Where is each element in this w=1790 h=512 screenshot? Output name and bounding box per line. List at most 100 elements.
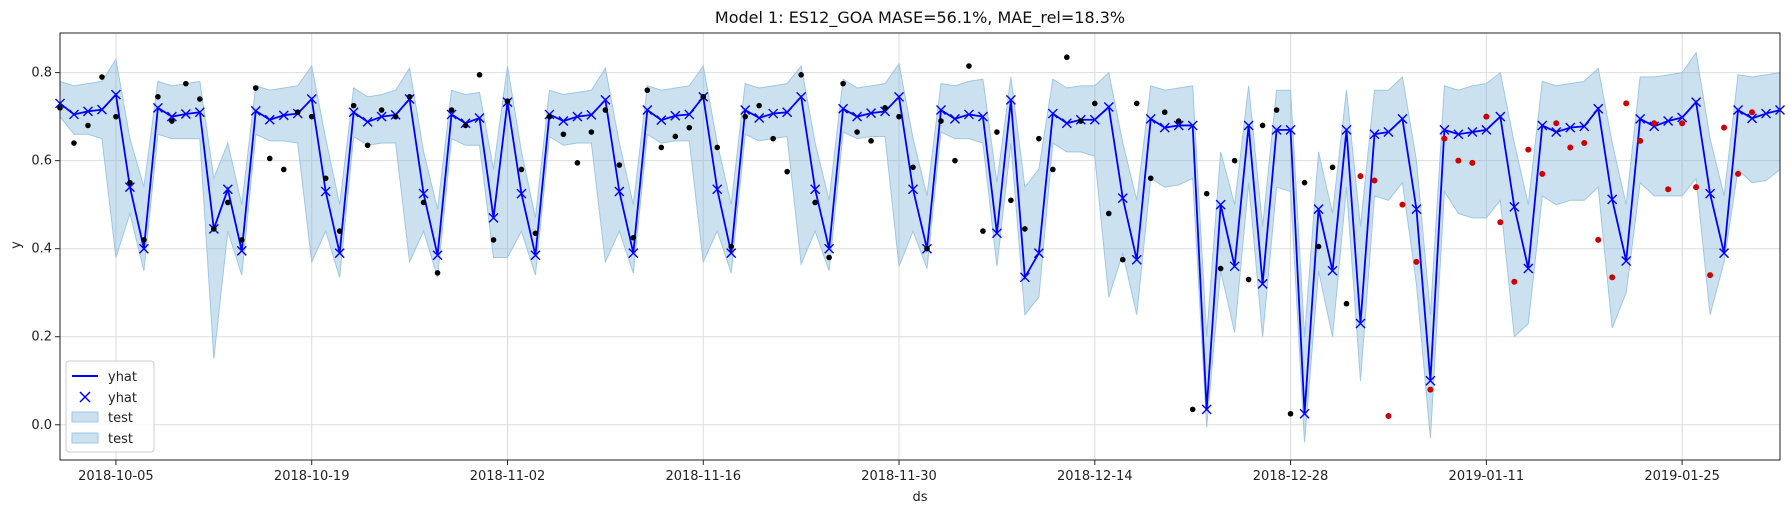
train-point — [574, 160, 581, 166]
yhat-marker-stroke — [628, 248, 639, 259]
legend-yhat-marker-swatch — [79, 391, 91, 403]
train-point — [840, 80, 846, 87]
train-point — [211, 226, 217, 232]
train-point — [336, 228, 343, 234]
y-tick-label: 0.0 — [31, 418, 52, 433]
yhat-marker — [446, 109, 457, 120]
yhat-marker-stroke — [1761, 108, 1772, 119]
yhat-marker-stroke — [1523, 263, 1534, 274]
yhat-marker — [1747, 113, 1758, 124]
yhat-marker — [935, 105, 946, 116]
test-point — [1371, 177, 1378, 184]
yhat-marker-stroke — [1313, 204, 1324, 215]
yhat-marker — [488, 212, 499, 223]
yhat-marker-stroke — [1285, 124, 1296, 135]
legend-test-band-swatch-2 — [71, 432, 99, 444]
yhat-marker-stroke — [1537, 120, 1548, 131]
plot-frame — [59, 32, 1781, 461]
train-point — [994, 129, 1000, 135]
yhat-marker-stroke — [1341, 124, 1352, 135]
test-point — [1665, 186, 1672, 193]
train-point — [71, 140, 77, 146]
train-point — [294, 109, 301, 116]
yhat-marker — [894, 91, 905, 102]
yhat-marker — [1537, 120, 1548, 131]
y-tick-label: 0.8 — [31, 66, 52, 81]
yhat-marker — [320, 186, 331, 197]
yhat-marker-stroke — [1481, 124, 1492, 135]
yhat-marker-stroke — [1677, 112, 1688, 123]
legend-label-yhat-marker: yhat — [108, 391, 137, 406]
yhat-marker — [68, 109, 79, 120]
yhat-marker-stroke — [236, 245, 247, 256]
yhat-marker-stroke — [656, 115, 667, 126]
yhat-marker-stroke — [1243, 120, 1254, 131]
yhat-marker — [1411, 204, 1422, 215]
yhat-marker — [1173, 120, 1184, 131]
train-point — [868, 138, 874, 144]
yhat-marker-stroke — [96, 104, 107, 115]
train-point — [1189, 406, 1196, 413]
yhat-marker — [1579, 121, 1590, 132]
yhat-marker-stroke — [894, 91, 905, 102]
yhat-marker-stroke — [963, 109, 974, 120]
train-point — [1161, 109, 1168, 116]
yhat-marker-stroke — [572, 111, 583, 122]
train-point — [1231, 157, 1238, 164]
yhat-marker-stroke — [1201, 404, 1212, 415]
yhat-marker — [740, 105, 751, 116]
train-point — [1119, 256, 1126, 263]
yhat-marker — [334, 248, 345, 259]
test-point — [1567, 144, 1574, 151]
yhat-marker-stroke — [1299, 408, 1310, 419]
train-point — [462, 122, 469, 129]
yhat-marker-stroke — [1495, 111, 1506, 122]
train-point — [1022, 226, 1028, 232]
yhat-marker — [684, 109, 695, 120]
yhat-marker — [1355, 318, 1366, 329]
yhat-marker — [1299, 408, 1310, 419]
test-point — [1735, 170, 1742, 177]
yhat-marker-stroke — [334, 248, 345, 259]
yhat-marker — [726, 248, 737, 259]
yhat-marker-stroke — [1705, 188, 1716, 199]
yhat-marker — [1033, 248, 1044, 259]
yhat-marker — [1229, 261, 1240, 272]
yhat-marker-stroke — [488, 212, 499, 223]
yhat-marker — [1565, 122, 1576, 133]
yhat-marker — [754, 112, 765, 123]
yhat-marker — [110, 89, 121, 100]
yhat-marker-stroke — [1061, 118, 1072, 129]
train-point — [826, 254, 832, 261]
yhat-marker-stroke — [124, 182, 135, 193]
yhat-marker — [1439, 124, 1450, 135]
yhat-marker — [376, 111, 387, 122]
yhat-marker — [1761, 108, 1772, 119]
yhat-marker — [1635, 113, 1646, 124]
yhat-line-layer — [59, 92, 1781, 414]
train-point — [910, 164, 916, 171]
yhat-marker-stroke — [1271, 124, 1282, 135]
yhat-marker-stroke — [1355, 318, 1366, 329]
yhat-marker-stroke — [110, 89, 121, 100]
train-point — [1105, 210, 1112, 217]
train-point — [714, 144, 721, 151]
train-point — [728, 243, 735, 250]
yhat-marker-stroke — [180, 109, 191, 119]
train-point — [1203, 190, 1210, 197]
test-point — [1497, 219, 1504, 226]
yhat-marker-stroke — [558, 116, 569, 127]
train-point — [378, 107, 385, 113]
yhat-marker-stroke — [278, 110, 289, 121]
yhat-marker — [516, 188, 527, 199]
yhat-marker-stroke — [1509, 201, 1520, 212]
yhat-marker-stroke — [1411, 204, 1422, 215]
yhat-marker — [474, 112, 485, 123]
x-tick-label: 2018-11-30 — [861, 469, 937, 484]
yhat-marker-stroke — [712, 184, 723, 195]
train-point — [896, 113, 902, 120]
train-point — [197, 96, 203, 102]
yhat-marker-stroke — [1467, 127, 1478, 138]
train-point — [966, 63, 972, 69]
train-point — [1329, 164, 1336, 171]
